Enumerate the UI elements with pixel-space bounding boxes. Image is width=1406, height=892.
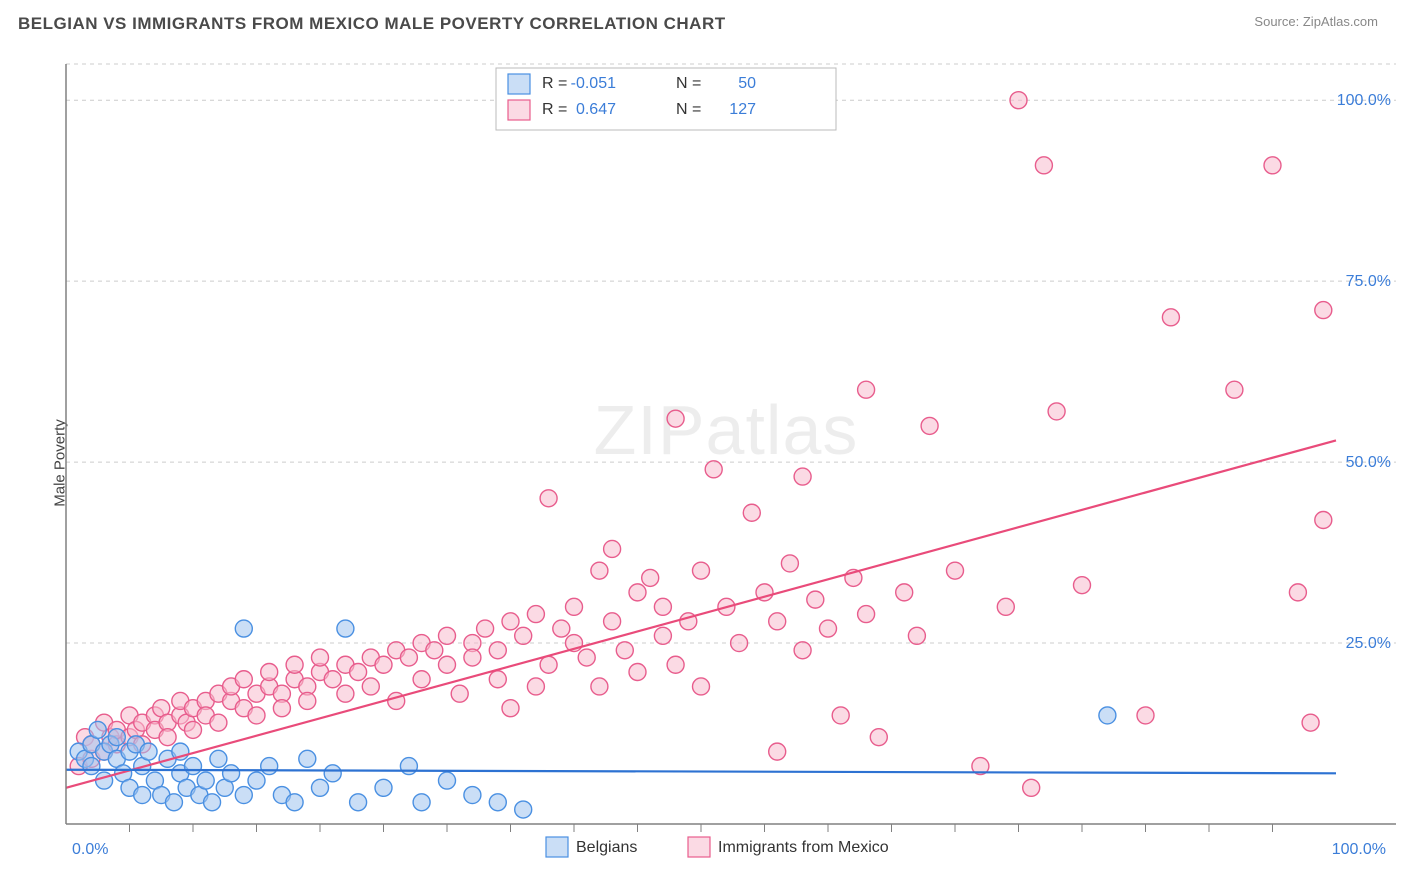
grid-lines xyxy=(66,64,1396,643)
chart-area: Male Poverty ZIPatlas 0.0%100.0% 25.0%50… xyxy=(18,44,1396,882)
source-label: Source: xyxy=(1254,14,1299,29)
svg-text:75.0%: 75.0% xyxy=(1346,273,1391,290)
svg-text:127: 127 xyxy=(729,101,756,118)
svg-text:N =: N = xyxy=(676,101,701,118)
svg-text:100.0%: 100.0% xyxy=(1337,92,1391,109)
svg-text:Immigrants from Mexico: Immigrants from Mexico xyxy=(718,839,889,856)
scatter-plot-svg: ZIPatlas 0.0% 100.0% 25.0% 50.0% 75.0% 100.0… xyxy=(56,44,1396,882)
svg-text:100.0%: 100.0% xyxy=(1332,841,1386,858)
svg-text:-0.051: -0.051 xyxy=(571,75,616,92)
svg-text:R =: R = xyxy=(542,75,567,92)
series-legend: Belgians Immigrants from Mexico xyxy=(546,837,889,857)
correlation-legend: R =-0.051 N = 50 R = 0.647 N = 127 xyxy=(496,68,836,130)
svg-text:50: 50 xyxy=(738,75,756,92)
svg-text:50.0%: 50.0% xyxy=(1346,454,1391,471)
y-tick-labels: 25.0% 50.0% 75.0% 100.0% xyxy=(1337,92,1391,652)
svg-text:0.647: 0.647 xyxy=(576,101,616,118)
trend-line-pink xyxy=(66,440,1336,787)
watermark: ZIPatlas xyxy=(594,391,859,469)
svg-text:R =: R = xyxy=(542,101,567,118)
svg-text:Belgians: Belgians xyxy=(576,839,637,856)
svg-text:N =: N = xyxy=(676,75,701,92)
chart-title: BELGIAN VS IMMIGRANTS FROM MEXICO MALE P… xyxy=(18,14,726,34)
source-attribution: Source: ZipAtlas.com xyxy=(1254,14,1378,29)
source-link[interactable]: ZipAtlas.com xyxy=(1303,14,1378,29)
series-blue-points xyxy=(70,620,1116,818)
svg-text:0.0%: 0.0% xyxy=(72,841,108,858)
svg-text:25.0%: 25.0% xyxy=(1346,635,1391,652)
